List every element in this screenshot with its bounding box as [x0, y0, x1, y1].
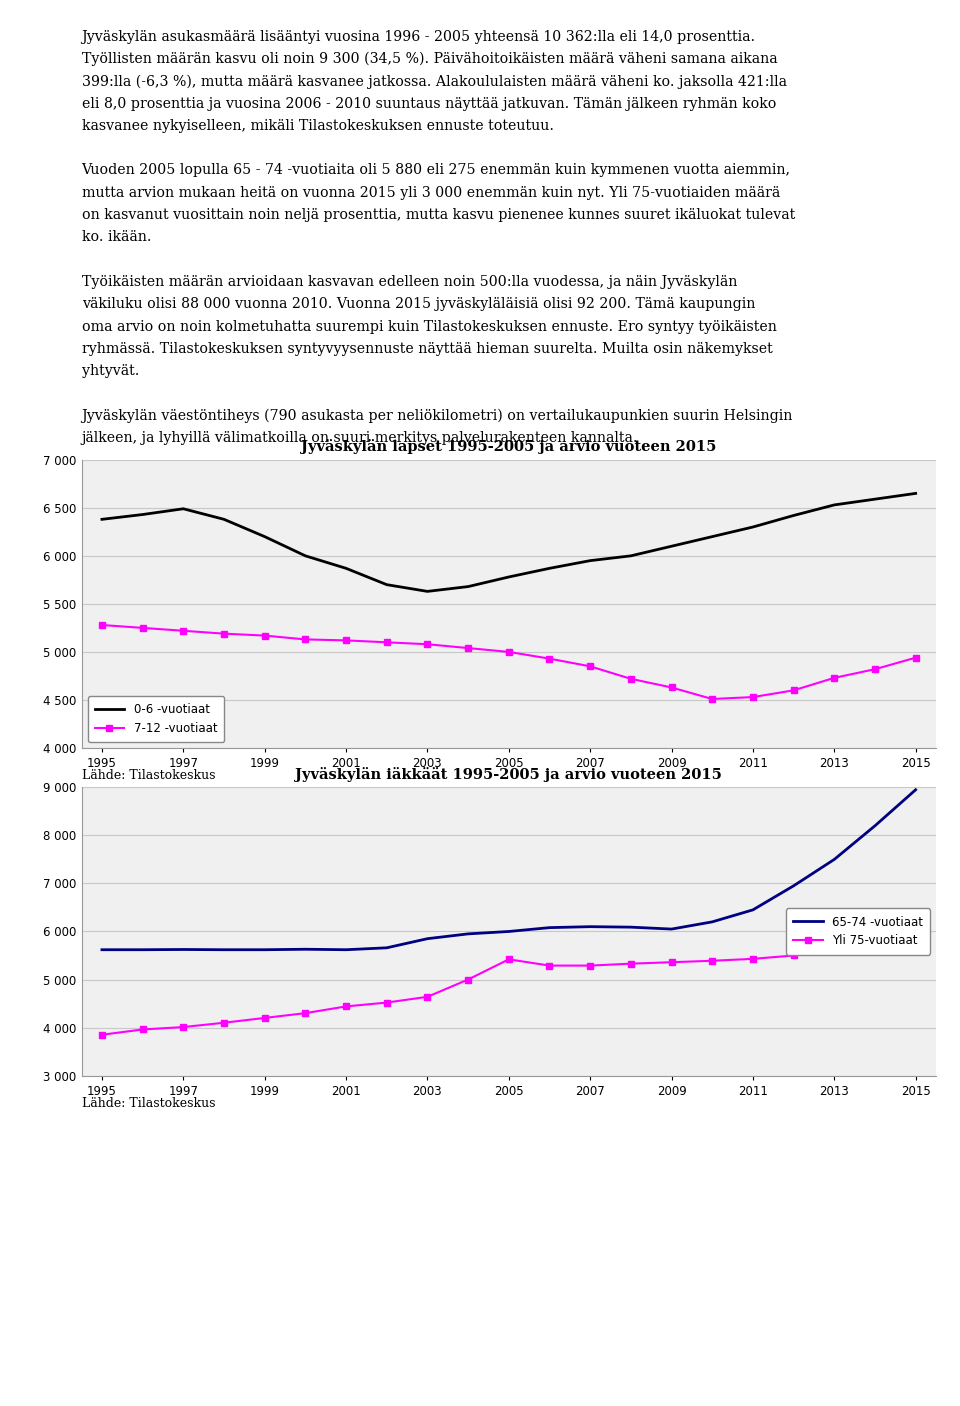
Text: Jyväskylän väestöntiheys (790 asukasta per neliökilometri) on vertailukaupunkien: Jyväskylän väestöntiheys (790 asukasta p… [82, 409, 793, 423]
Text: Lähde: Tilastokeskus: Lähde: Tilastokeskus [82, 1097, 215, 1109]
Text: Vuoden 2005 lopulla 65 - 74 -vuotiaita oli 5 880 eli 275 enemmän kuin kymmenen v: Vuoden 2005 lopulla 65 - 74 -vuotiaita o… [82, 163, 791, 177]
Title: Jyväskylän lapset 1995-2005 ja arvio vuoteen 2015: Jyväskylän lapset 1995-2005 ja arvio vuo… [301, 440, 716, 454]
Text: väkiluku olisi 88 000 vuonna 2010. Vuonna 2015 jyväskyläläisiä olisi 92 200. Täm: väkiluku olisi 88 000 vuonna 2010. Vuonn… [82, 297, 755, 311]
Text: Työllisten määrän kasvu oli noin 9 300 (34,5 %). Päivähoitoikäisten määrä väheni: Työllisten määrän kasvu oli noin 9 300 (… [82, 52, 778, 66]
Legend: 0-6 -vuotiaat, 7-12 -vuotiaat: 0-6 -vuotiaat, 7-12 -vuotiaat [87, 696, 225, 742]
Title: Jyväskylän iäkkäät 1995-2005 ja arvio vuoteen 2015: Jyväskylän iäkkäät 1995-2005 ja arvio vu… [296, 768, 722, 782]
Text: kasvanee nykyiselleen, mikäli Tilastokeskuksen ennuste toteutuu.: kasvanee nykyiselleen, mikäli Tilastokes… [82, 120, 554, 132]
Text: eli 8,0 prosenttia ja vuosina 2006 - 2010 suuntaus näyttää jatkuvan. Tämän jälke: eli 8,0 prosenttia ja vuosina 2006 - 201… [82, 97, 776, 111]
Text: ko. ikään.: ko. ikään. [82, 231, 151, 245]
Text: Lähde: Tilastokeskus: Lähde: Tilastokeskus [82, 769, 215, 782]
Text: ryhmässä. Tilastokeskuksen syntyvyysennuste näyttää hieman suurelta. Muilta osin: ryhmässä. Tilastokeskuksen syntyvyysennu… [82, 342, 773, 356]
Text: Työikäisten määrän arvioidaan kasvavan edelleen noin 500:lla vuodessa, ja näin J: Työikäisten määrän arvioidaan kasvavan e… [82, 276, 737, 290]
Text: oma arvio on noin kolmetuhatta suurempi kuin Tilastokeskuksen ennuste. Ero synty: oma arvio on noin kolmetuhatta suurempi … [82, 319, 777, 333]
Text: mutta arvion mukaan heitä on vuonna 2015 yli 3 000 enemmän kuin nyt. Yli 75-vuot: mutta arvion mukaan heitä on vuonna 2015… [82, 186, 780, 200]
Text: Jyväskylän asukasmäärä lisääntyi vuosina 1996 - 2005 yhteensä 10 362:lla eli 14,: Jyväskylän asukasmäärä lisääntyi vuosina… [82, 30, 756, 44]
Legend: 65-74 -vuotiaat, Yli 75-vuotiaat: 65-74 -vuotiaat, Yli 75-vuotiaat [786, 908, 930, 955]
Text: jälkeen, ja lyhyillä välimatkoilla on suuri merkitys palvelurakenteen kannalta.: jälkeen, ja lyhyillä välimatkoilla on su… [82, 432, 638, 446]
Text: 399:lla (-6,3 %), mutta määrä kasvanee jatkossa. Alakoululaisten määrä väheni ko: 399:lla (-6,3 %), mutta määrä kasvanee j… [82, 75, 786, 89]
Text: on kasvanut vuosittain noin neljä prosenttia, mutta kasvu pienenee kunnes suuret: on kasvanut vuosittain noin neljä prosen… [82, 208, 795, 222]
Text: yhtyvät.: yhtyvät. [82, 364, 139, 378]
